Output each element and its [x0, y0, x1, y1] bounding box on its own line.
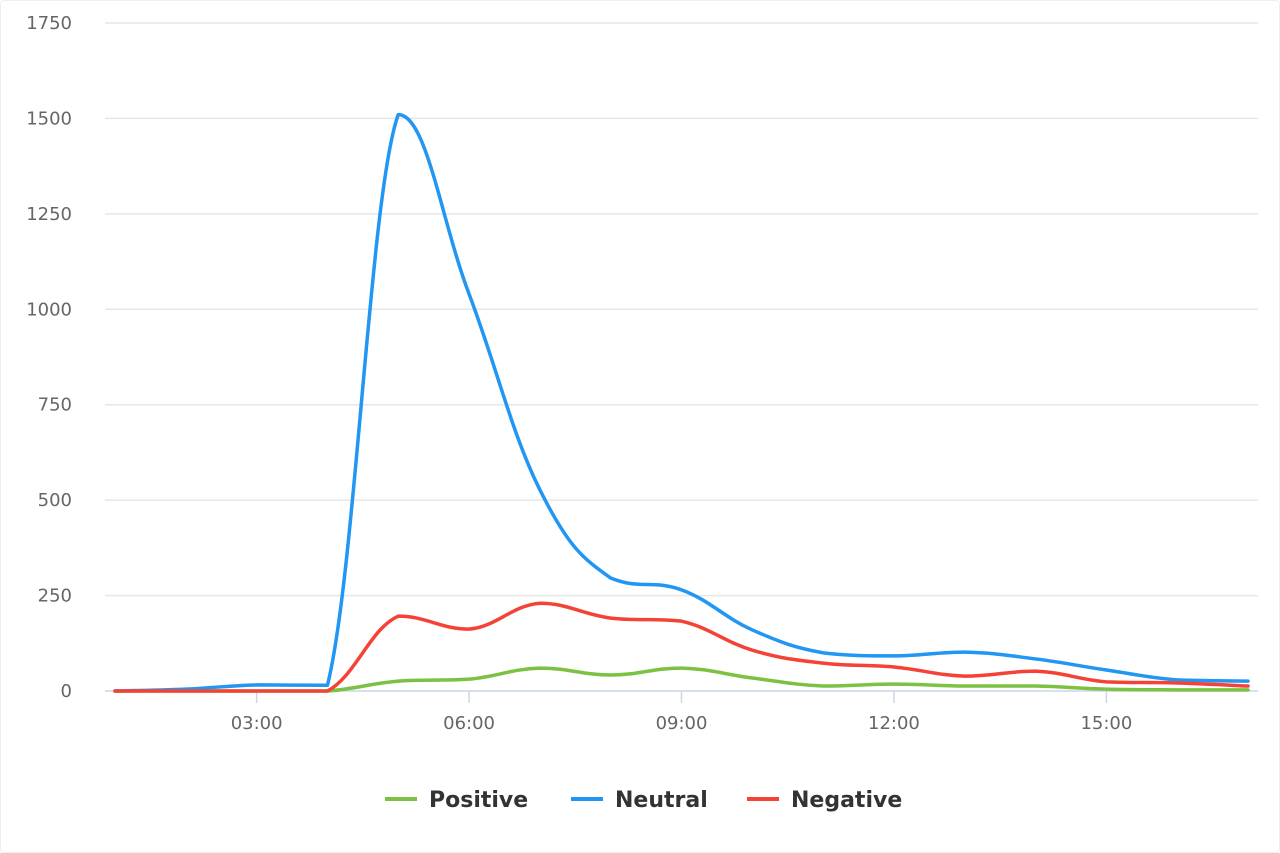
y-tick-label: 500 — [38, 490, 72, 511]
x-tick-label: 03:00 — [231, 713, 283, 734]
legend-label-neutral[interactable]: Neutral — [615, 788, 708, 813]
series-line-positive — [113, 666, 1250, 693]
y-tick-label: 1750 — [26, 13, 72, 34]
x-tick-label: 09:00 — [656, 713, 708, 734]
legend-label-negative[interactable]: Negative — [791, 788, 902, 813]
y-tick-label: 0 — [61, 681, 72, 702]
series-line-neutral — [113, 112, 1250, 693]
y-tick-label: 1250 — [26, 204, 72, 225]
legend-label-positive[interactable]: Positive — [429, 788, 528, 813]
x-tick-label: 12:00 — [868, 713, 920, 734]
y-tick-label: 250 — [38, 586, 72, 607]
y-tick-label: 750 — [38, 395, 72, 416]
y-tick-label: 1500 — [26, 108, 72, 129]
x-tick-label: 06:00 — [443, 713, 495, 734]
y-tick-label: 1000 — [26, 299, 72, 320]
series-line-negative — [113, 601, 1250, 693]
x-tick-label: 15:00 — [1080, 713, 1132, 734]
